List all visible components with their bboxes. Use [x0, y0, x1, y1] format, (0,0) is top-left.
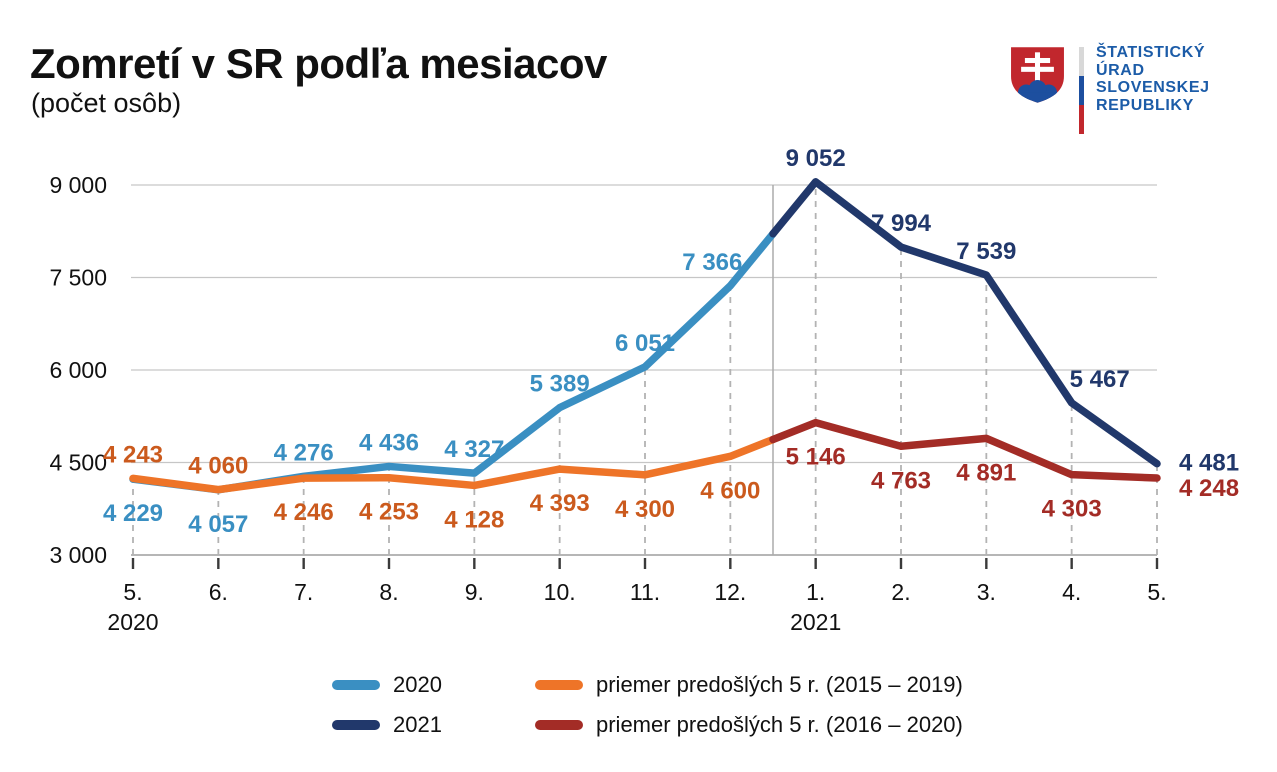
page-subtitle: (počet osôb): [31, 88, 182, 118]
data-label-s2020-4057: 4 057: [188, 511, 248, 538]
series-line-avg1519: [129, 435, 777, 494]
data-label-avg1519-4600: 4 600: [700, 477, 760, 504]
logo-line-3: SLOVENSKEJ: [1096, 79, 1210, 97]
logo-tricolor-stripe: [1079, 47, 1084, 134]
statistical-office-logo: ŠTATISTICKÝ ÚRAD SLOVENSKEJ REPUBLIKY: [1006, 44, 1256, 134]
data-label-s2020-5389: 5 389: [530, 371, 590, 398]
data-label-avg1519-4060: 4 060: [188, 453, 248, 480]
y-tick-label-4500: 4 500: [49, 450, 107, 476]
stripe-red: [1079, 105, 1084, 134]
data-label-avg1519-4246: 4 246: [274, 499, 334, 526]
logo-line-1: ŠTATISTICKÝ: [1096, 44, 1206, 61]
slovak-coat-of-arms-icon: [1011, 47, 1064, 103]
y-tick-label-7500: 7 500: [49, 265, 107, 291]
data-label-s2020-6051: 6 051: [615, 330, 675, 357]
logo-line-4: REPUBLIKY: [1096, 97, 1194, 115]
data-label-s2020-7366: 7 366: [682, 249, 742, 276]
data-label-s2021-5467: 5 467: [1070, 366, 1130, 393]
x-tick-label-month-6.: 6.: [209, 579, 228, 605]
legend-label-2021: 2021: [393, 712, 442, 737]
legend-swatch-avg-2015-2019: [535, 680, 583, 690]
data-label-avg1620-5146: 5 146: [786, 444, 846, 471]
x-tick-label-month-8.: 8.: [379, 579, 398, 605]
x-year-label-2021: 2021: [790, 609, 841, 635]
data-label-s2021-4481: 4 481: [1179, 450, 1239, 477]
legend-label-avg-2015-2019: priemer predošlých 5 r. (2015 – 2019): [596, 672, 963, 697]
y-tick-label-3000: 3 000: [49, 542, 107, 568]
data-label-s2021-9052: 9 052: [786, 145, 846, 172]
data-label-s2020-4436: 4 436: [359, 429, 419, 456]
legend-swatch-2021: [332, 720, 380, 730]
data-label-avg1519-4393: 4 393: [530, 490, 590, 517]
data-label-avg1620-4248: 4 248: [1179, 475, 1239, 502]
data-label-avg1519-4253: 4 253: [359, 499, 419, 526]
x-tick-label-month-4.: 4.: [1062, 579, 1081, 605]
page-title: Zomretí v SR podľa mesiacov: [30, 40, 607, 87]
x-tick-label-month-10.: 10.: [544, 579, 576, 605]
y-tick-label-9000: 9 000: [49, 172, 107, 198]
series-line-avg1620: [769, 418, 1161, 482]
data-label-s2020-4276: 4 276: [274, 439, 334, 466]
stripe-white: [1079, 47, 1084, 76]
data-label-s2021-7994: 7 994: [871, 210, 932, 237]
legend-label-2020: 2020: [393, 672, 442, 697]
legend-swatch-2020: [332, 680, 380, 690]
x-tick-label-month-9.: 9.: [465, 579, 484, 605]
data-label-s2021-7539: 7 539: [956, 238, 1016, 265]
series-line-s2021: [769, 178, 1161, 468]
x-tick-label-month-7.: 7.: [294, 579, 313, 605]
x-tick-label-month-5.: 5.: [123, 579, 142, 605]
data-label-avg1620-4303: 4 303: [1042, 496, 1102, 523]
legend-item-avg-2015-2019: priemer predošlých 5 r. (2015 – 2019): [535, 672, 963, 698]
x-tick-label-month-2.: 2.: [891, 579, 910, 605]
y-tick-label-6000: 6 000: [49, 357, 107, 383]
x-tick-label-month-11.: 11.: [630, 579, 660, 605]
x-year-label-2020: 2020: [107, 609, 158, 635]
x-tick-label-month-1.: 1.: [806, 579, 825, 605]
data-label-avg1620-4763: 4 763: [871, 467, 931, 494]
data-label-avg1519-4128: 4 128: [444, 506, 504, 533]
data-label-avg1620-4891: 4 891: [956, 459, 1016, 486]
logo-line-2: ÚRAD: [1096, 61, 1145, 79]
legend-item-avg-2016-2020: priemer predošlých 5 r. (2016 – 2020): [535, 712, 963, 738]
data-label-s2020-4229: 4 229: [103, 500, 163, 527]
statistical-office-name: ŠTATISTICKÝ ÚRAD SLOVENSKEJ REPUBLIKY: [1096, 44, 1210, 115]
x-tick-label-month-5.: 5.: [1147, 579, 1166, 605]
legend-swatch-avg-2016-2020: [535, 720, 583, 730]
x-tick-label-month-3.: 3.: [977, 579, 996, 605]
legend-label-avg-2016-2020: priemer predošlých 5 r. (2016 – 2020): [596, 712, 963, 737]
legend-item-2021: 2021: [332, 712, 442, 738]
data-label-s2020-4327: 4 327: [444, 436, 504, 463]
x-tick-label-month-12.: 12.: [714, 579, 746, 605]
data-label-avg1519-4243: 4 243: [103, 441, 163, 468]
legend-item-2020: 2020: [332, 672, 442, 698]
data-label-avg1519-4300: 4 300: [615, 496, 675, 523]
stripe-blue: [1079, 76, 1084, 105]
